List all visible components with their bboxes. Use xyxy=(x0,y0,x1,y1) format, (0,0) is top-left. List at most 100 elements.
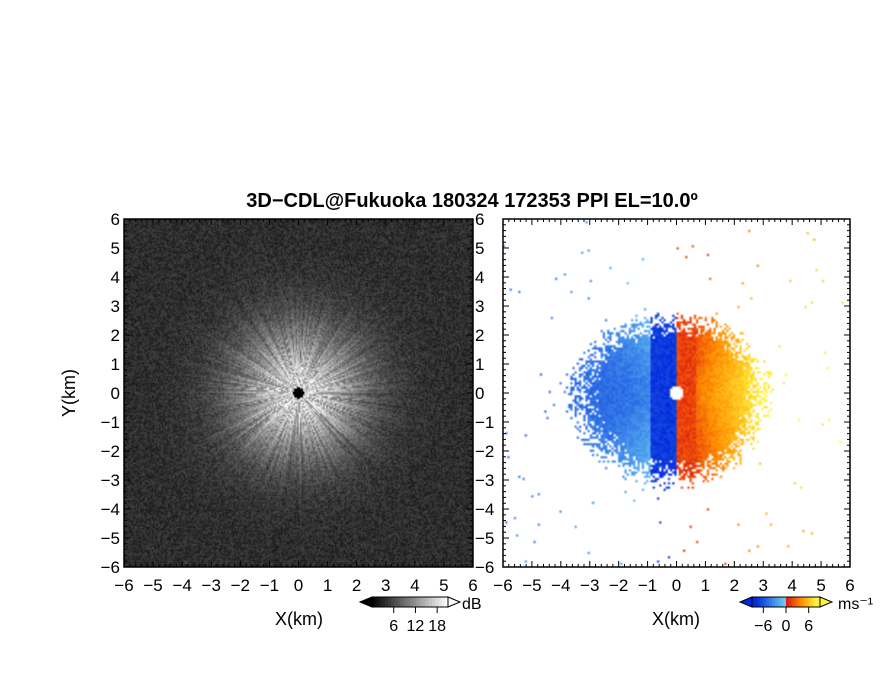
colorbar-segment xyxy=(406,597,411,607)
y-tick-label: 3 xyxy=(475,297,484,316)
y-tick-label: −4 xyxy=(101,500,120,519)
colorbar-tick-label: 12 xyxy=(407,618,425,635)
colorbar-segment xyxy=(384,597,389,607)
colorbar-segment xyxy=(752,597,756,607)
colorbar-max-arrow xyxy=(447,596,462,608)
colorbar-segment xyxy=(788,597,793,607)
colorbar-segment xyxy=(797,597,801,607)
y-tick-label: 5 xyxy=(475,239,484,258)
y-tick-label: 3 xyxy=(111,297,120,316)
colorbar-unit: dB xyxy=(462,596,482,613)
colorbar-segment xyxy=(372,597,376,607)
colorbar-segment xyxy=(429,597,433,607)
velocity-heatmap xyxy=(503,219,850,567)
x-tick-label: 4 xyxy=(787,576,796,595)
colorbar-unit: ms⁻¹ xyxy=(838,596,873,613)
colorbar-segment xyxy=(441,597,446,607)
colorbar-segment xyxy=(757,597,761,607)
colorbar-segment xyxy=(777,597,781,607)
y-tick-label: −5 xyxy=(101,529,120,548)
y-tick-label: 1 xyxy=(475,355,484,374)
colorbar-segment xyxy=(387,597,392,607)
x-tick-label: −4 xyxy=(172,576,191,595)
x-tick-label: 3 xyxy=(381,576,390,595)
colorbar-min-arrow xyxy=(358,596,373,608)
colorbar-segment xyxy=(438,597,443,607)
right-panel: −6 −5 −4 −3 −2 −1 0 1 2 3 4 5 6 X(km) −6 0 6ms⁻¹ xyxy=(493,218,873,635)
y-tick-label: 2 xyxy=(111,326,120,345)
colorbar-segment xyxy=(435,597,439,607)
x-tick-label: 1 xyxy=(701,576,710,595)
colorbar-segment xyxy=(391,597,395,607)
y-tick-label: −6 xyxy=(475,558,494,577)
colorbar-segment xyxy=(803,597,807,607)
y-tick-label: −2 xyxy=(475,442,494,461)
colorbar-segment xyxy=(783,597,787,607)
x-tick-label: 0 xyxy=(672,576,681,595)
colorbar-segment xyxy=(766,597,770,607)
colorbar-segment xyxy=(413,597,417,607)
colorbar-tick-label: 6 xyxy=(389,618,398,635)
x-tick-label: −2 xyxy=(609,576,628,595)
x-tick-label: 2 xyxy=(352,576,361,595)
colorbar-max-arrow xyxy=(819,596,834,608)
backscatter-heatmap xyxy=(124,219,473,567)
x-tick-label: 6 xyxy=(468,576,477,595)
colorbar-segment xyxy=(760,597,764,607)
colorbar-segment xyxy=(786,597,790,607)
x-tick-label: −6 xyxy=(114,576,133,595)
x-tick-label: −3 xyxy=(202,576,221,595)
y-tick-label: 1 xyxy=(111,355,120,374)
y-tick-label: 6 xyxy=(475,210,484,229)
colorbar-segment xyxy=(394,597,398,607)
y-tick-label: −1 xyxy=(101,413,120,432)
colorbar-segment xyxy=(763,597,767,607)
x-tick-label: −4 xyxy=(551,576,570,595)
colorbar-segment xyxy=(432,597,436,607)
x-tick-label: 1 xyxy=(323,576,332,595)
x-tick-label: 0 xyxy=(294,576,303,595)
x-tick-label: −5 xyxy=(143,576,162,595)
x-tick-label: 5 xyxy=(816,576,825,595)
y-tick-label: −5 xyxy=(475,529,494,548)
colorbar-segment xyxy=(774,597,778,607)
x-tick-label: −1 xyxy=(638,576,657,595)
left-colorbar: 6 12 18 dB xyxy=(358,596,482,635)
colorbar-tick-label: 0 xyxy=(782,618,791,635)
right-axis-ticks: −6 −5 −4 −3 −2 −1 0 1 2 3 4 5 6 xyxy=(493,218,855,595)
x-tick-label: 5 xyxy=(439,576,448,595)
y-tick-label: −3 xyxy=(101,471,120,490)
colorbar-segment xyxy=(425,597,430,607)
x-tick-label: 3 xyxy=(759,576,768,595)
colorbar-segment xyxy=(400,597,405,607)
colorbar-segment xyxy=(378,597,382,607)
y-tick-label: −6 xyxy=(101,558,120,577)
colorbar-tick-label: 6 xyxy=(804,618,813,635)
colorbar-segment xyxy=(397,597,401,607)
colorbar-segment xyxy=(403,597,408,607)
x-tick-label: −3 xyxy=(580,576,599,595)
left-x-axis-label: X(km) xyxy=(275,609,323,629)
x-tick-label: −2 xyxy=(231,576,250,595)
y-tick-label: −1 xyxy=(475,413,494,432)
left-axis-ticks: −6−6 −6−5−5 −5−4−4 −4−3−3 −3−2−2 −2−1−1 −100 01… xyxy=(101,210,495,595)
colorbar-segment xyxy=(814,597,818,607)
colorbar-segment xyxy=(375,597,379,607)
colorbar-segment xyxy=(416,597,420,607)
y-tick-label: 4 xyxy=(475,268,484,287)
colorbar-segment xyxy=(410,597,414,607)
right-x-axis-label: X(km) xyxy=(652,609,700,629)
x-tick-label: 2 xyxy=(730,576,739,595)
y-tick-label: 2 xyxy=(475,326,484,345)
y-tick-label: −4 xyxy=(475,500,494,519)
y-tick-label: 0 xyxy=(111,384,120,403)
colorbar-segment xyxy=(381,597,386,607)
colorbar-segment xyxy=(791,597,795,607)
x-tick-label: 6 xyxy=(845,576,854,595)
colorbar-segment xyxy=(811,597,815,607)
colorbar-segment xyxy=(800,597,804,607)
colorbar-segment xyxy=(794,597,798,607)
colorbar-segment xyxy=(419,597,424,607)
colorbar-segment xyxy=(780,597,784,607)
